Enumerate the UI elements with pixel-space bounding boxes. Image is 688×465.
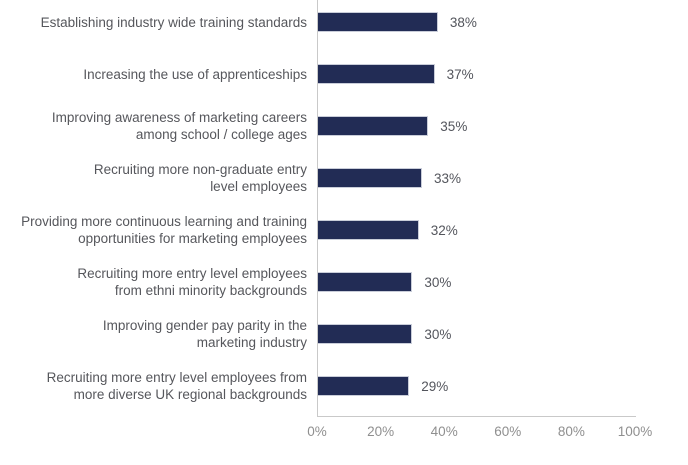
y-axis-line — [317, 0, 318, 416]
bar-track: 35% — [317, 116, 635, 136]
value-label: 35% — [440, 118, 468, 134]
value-label: 30% — [424, 326, 452, 342]
chart-rows: Establishing industry wide training stan… — [0, 0, 688, 416]
chart-row: Providing more continuous learning and t… — [0, 208, 688, 260]
x-tick-label: 0% — [307, 424, 327, 439]
category-label: Improving awareness of marketing careers… — [51, 110, 307, 142]
bar-track: 38% — [317, 12, 635, 32]
x-tick-label: 80% — [557, 424, 585, 439]
x-axis-line — [317, 416, 636, 417]
x-tick-label: 60% — [494, 424, 522, 439]
value-label: 33% — [433, 170, 461, 186]
category-label: Providing more continuous learning and t… — [21, 214, 307, 246]
bar — [317, 168, 422, 188]
bar — [317, 64, 435, 84]
bar — [317, 272, 413, 292]
value-label: 32% — [430, 222, 458, 238]
category-label: Improving gender pay parity in the marke… — [102, 318, 307, 350]
value-label: 38% — [449, 14, 477, 30]
bar-track: 30% — [317, 272, 635, 292]
bar-track: 30% — [317, 324, 635, 344]
bar — [317, 220, 419, 240]
bar — [317, 324, 413, 344]
chart-row: Increasing the use of apprenticeships 37% — [0, 52, 688, 104]
x-tick-label: 40% — [430, 424, 458, 439]
category-label: Recruiting more non-graduate entry level… — [93, 162, 307, 194]
bar-track: 33% — [317, 168, 635, 188]
category-label: Recruiting more entry level employees fr… — [77, 266, 307, 298]
chart-row: Recruiting more entry level employees fr… — [0, 364, 688, 416]
value-label: 37% — [446, 66, 474, 82]
chart-row: Recruiting more entry level employees fr… — [0, 260, 688, 312]
chart-row: Recruiting more non-graduate entry level… — [0, 156, 688, 208]
x-tick-label: 20% — [367, 424, 395, 439]
x-axis-ticks: 0% 20% 40% 60% 80% 100% — [307, 424, 652, 444]
chart-row: Improving awareness of marketing careers… — [0, 104, 688, 156]
category-label: Increasing the use of apprenticeships — [83, 66, 307, 82]
bar-track: 29% — [317, 376, 635, 396]
category-label: Recruiting more entry level employees fr… — [46, 370, 307, 402]
chart-row: Improving gender pay parity in the marke… — [0, 312, 688, 364]
category-label: Establishing industry wide training stan… — [40, 14, 307, 30]
bar — [317, 116, 429, 136]
bar-track: 32% — [317, 220, 635, 240]
chart-row: Establishing industry wide training stan… — [0, 0, 688, 52]
value-label: 29% — [421, 378, 449, 394]
x-tick-label: 100% — [617, 424, 653, 439]
bar — [317, 12, 438, 32]
bar — [317, 376, 410, 396]
value-label: 30% — [424, 274, 452, 290]
bar-track: 37% — [317, 64, 635, 84]
